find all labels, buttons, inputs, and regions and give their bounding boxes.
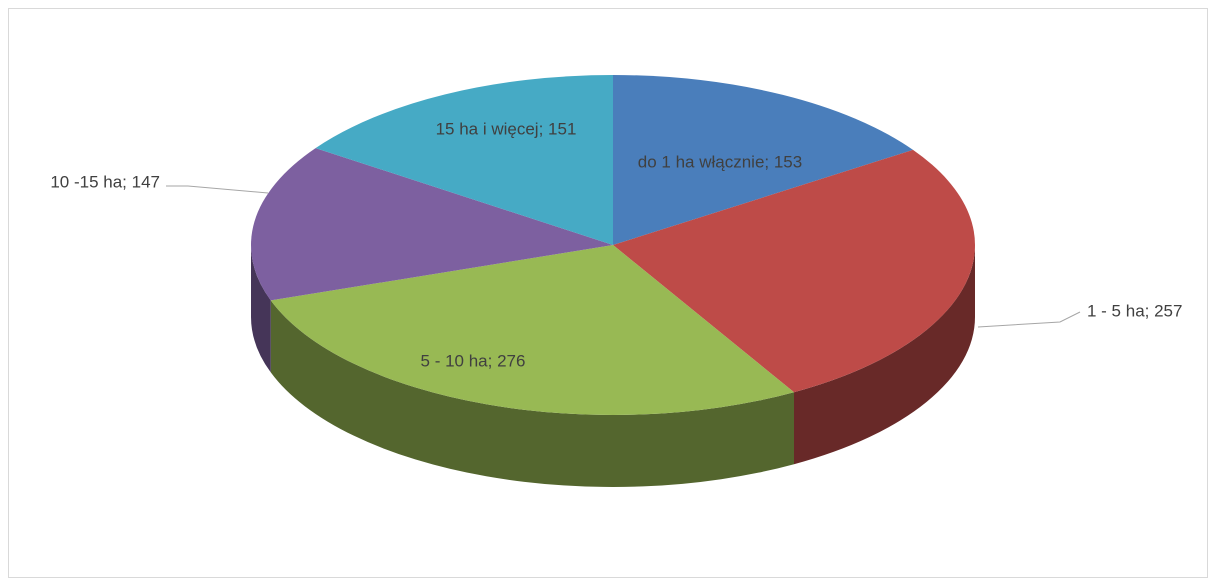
pie-side <box>794 245 975 465</box>
pie-slice <box>613 75 914 245</box>
pie-side <box>270 300 795 488</box>
data-label: 1 - 5 ha; 257 <box>1087 301 1182 320</box>
pie-slice <box>613 149 975 393</box>
leader-line <box>977 311 1081 328</box>
pie-slice <box>270 245 795 415</box>
data-label: 15 ha i więcej; 151 <box>436 119 577 138</box>
data-label: 10 -15 ha; 147 <box>50 172 160 191</box>
pie-side <box>251 245 271 373</box>
data-label: 5 - 10 ha; 276 <box>421 351 526 370</box>
pie-slice <box>315 75 613 245</box>
data-label: do 1 ha włącznie; 153 <box>638 152 802 171</box>
leader-line <box>166 185 269 194</box>
pie-slice <box>251 148 613 301</box>
